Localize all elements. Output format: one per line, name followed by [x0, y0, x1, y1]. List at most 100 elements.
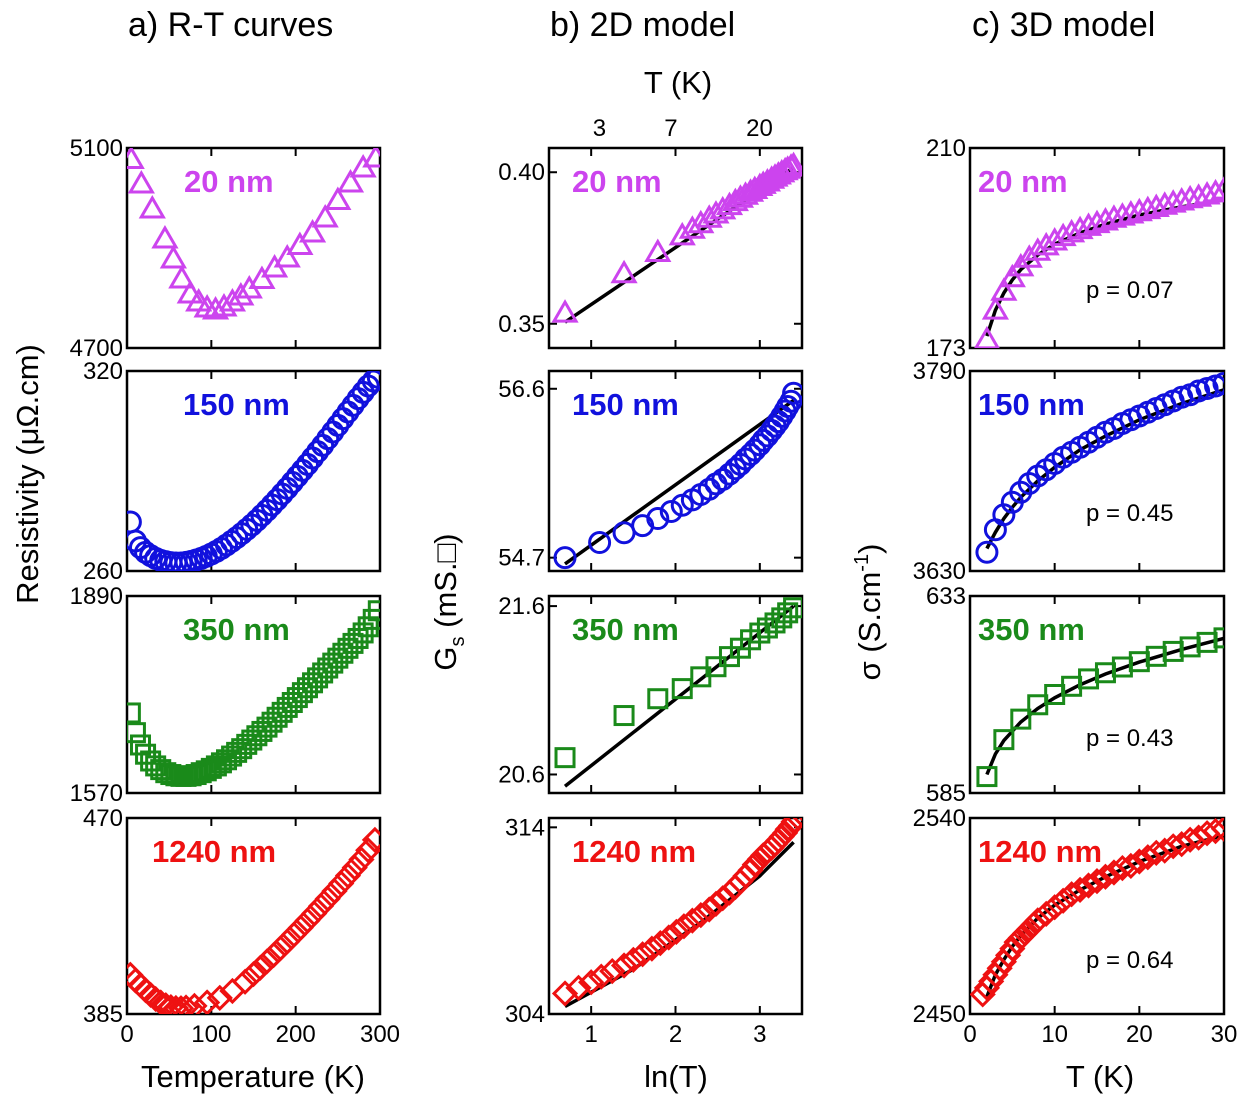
data-point [554, 747, 576, 769]
plot-frame [125, 816, 382, 1016]
data-point [1125, 197, 1153, 222]
data-point [168, 265, 196, 289]
data-point [260, 941, 287, 969]
data-point [248, 265, 276, 289]
data-point [311, 433, 335, 457]
panel-b-ylabel-sub: s [447, 636, 469, 646]
data-point [780, 818, 802, 835]
data-point [1151, 191, 1179, 215]
data-point [990, 277, 1018, 301]
data-point [1108, 202, 1137, 226]
panel-b-ylabel-rest: (mS.□) [428, 533, 463, 636]
panel-b-ylabel-main: G [428, 646, 463, 670]
data-point [1210, 176, 1224, 200]
data-point [341, 854, 368, 881]
y-tick-label: 20.6 [498, 761, 545, 788]
plot-frame [125, 369, 382, 573]
panel-c-ylabel-end: ) [852, 544, 887, 554]
y-tick-label: 260 [83, 558, 123, 585]
x-tick-label: 30 [1211, 1021, 1238, 1048]
data-point [687, 901, 714, 929]
data-point [1057, 218, 1086, 243]
panel-c-ylabel-main: σ (S.cm [852, 572, 887, 681]
p-annotation: p = 0.45 [1086, 500, 1173, 527]
data-point [655, 924, 682, 951]
panel-a-row-1: 4700 5100 20 nm [70, 135, 382, 362]
x-tick-label: 100 [191, 1021, 231, 1048]
data-point [588, 963, 615, 990]
data-point [159, 245, 187, 269]
data-point [1202, 818, 1224, 845]
data-point [298, 219, 327, 243]
data-point [1015, 244, 1043, 268]
panel-c-row-4: 2450 2540 1240 nm p = 0.64 0 10 20 30 [913, 805, 1238, 1048]
data-point [176, 280, 204, 304]
y-tick-label: 210 [926, 135, 966, 162]
data-point [138, 195, 166, 219]
y-tick-label: 5100 [70, 135, 123, 162]
series-label: 350 nm [572, 612, 679, 647]
data-point [1117, 852, 1144, 880]
data-point [1212, 372, 1224, 395]
panel-a-title: a) R-T curves [128, 6, 333, 44]
data-area [554, 597, 802, 788]
data-point [1075, 872, 1102, 899]
data-point [127, 702, 141, 724]
data-point [1092, 863, 1119, 890]
data-point [551, 980, 579, 1007]
data-point [659, 499, 683, 523]
series-label: 1240 nm [978, 834, 1102, 869]
data-point [362, 608, 380, 630]
data-point [613, 705, 635, 727]
y-tick-label: 173 [926, 335, 966, 362]
data-point [1117, 199, 1145, 224]
data-point [553, 546, 577, 570]
data-point [1049, 222, 1077, 247]
panel-a-xlabel: Temperature (K) [141, 1059, 365, 1094]
y-tick-label: 2540 [913, 805, 966, 832]
data-point [679, 907, 706, 934]
data-point [294, 907, 321, 934]
data-point [1033, 900, 1060, 927]
data-point [328, 870, 355, 897]
plot-frame [968, 816, 1226, 1016]
data-point [1193, 181, 1221, 205]
panel-b-row-4: 304 314 1240 nm 1 2 3 [505, 814, 804, 1048]
p-annotation: p = 0.07 [1086, 277, 1173, 304]
y-tick-label: 56.6 [498, 376, 545, 403]
fit-line [563, 398, 795, 566]
data-point [218, 288, 247, 312]
data-point [976, 766, 998, 788]
data-point [336, 169, 365, 193]
y-tick-label: 0.35 [498, 311, 545, 338]
data-point [1050, 887, 1077, 914]
data-point [671, 678, 693, 700]
panel-a-row-2: 260 320 150 nm [83, 358, 382, 585]
panel-c-ylabel-sup: -1 [851, 554, 873, 572]
series-label: 350 nm [183, 612, 290, 647]
data-point [127, 510, 142, 534]
data-point [1024, 907, 1051, 934]
data-point [1010, 708, 1032, 730]
data-point [267, 935, 294, 962]
y-tick-label: 585 [926, 780, 966, 807]
panel-c-ylabel: σ (S.cm-1) [851, 544, 887, 681]
data-point [610, 952, 638, 979]
data-point [367, 600, 380, 622]
data-point [1074, 212, 1103, 236]
panel-b-row-1: 0.35 0.40 20 nm [498, 146, 804, 350]
data-point [1184, 183, 1213, 207]
data-point [638, 935, 666, 962]
data-point [301, 900, 328, 927]
data-point [273, 244, 301, 268]
panel-c-row-2: 3630 3790 150 nm p = 0.45 [913, 358, 1226, 585]
y-tick-label: 320 [83, 358, 123, 385]
panel-a-ylabel: Resistivity (μΩ.cm) [10, 344, 45, 604]
series-label: 1240 nm [572, 834, 696, 869]
data-point [311, 204, 339, 228]
data-point [981, 296, 1010, 320]
x-tick-label: 0 [120, 1021, 133, 1048]
data-point [193, 989, 221, 1014]
data-point [341, 393, 365, 417]
data-point [151, 225, 179, 249]
